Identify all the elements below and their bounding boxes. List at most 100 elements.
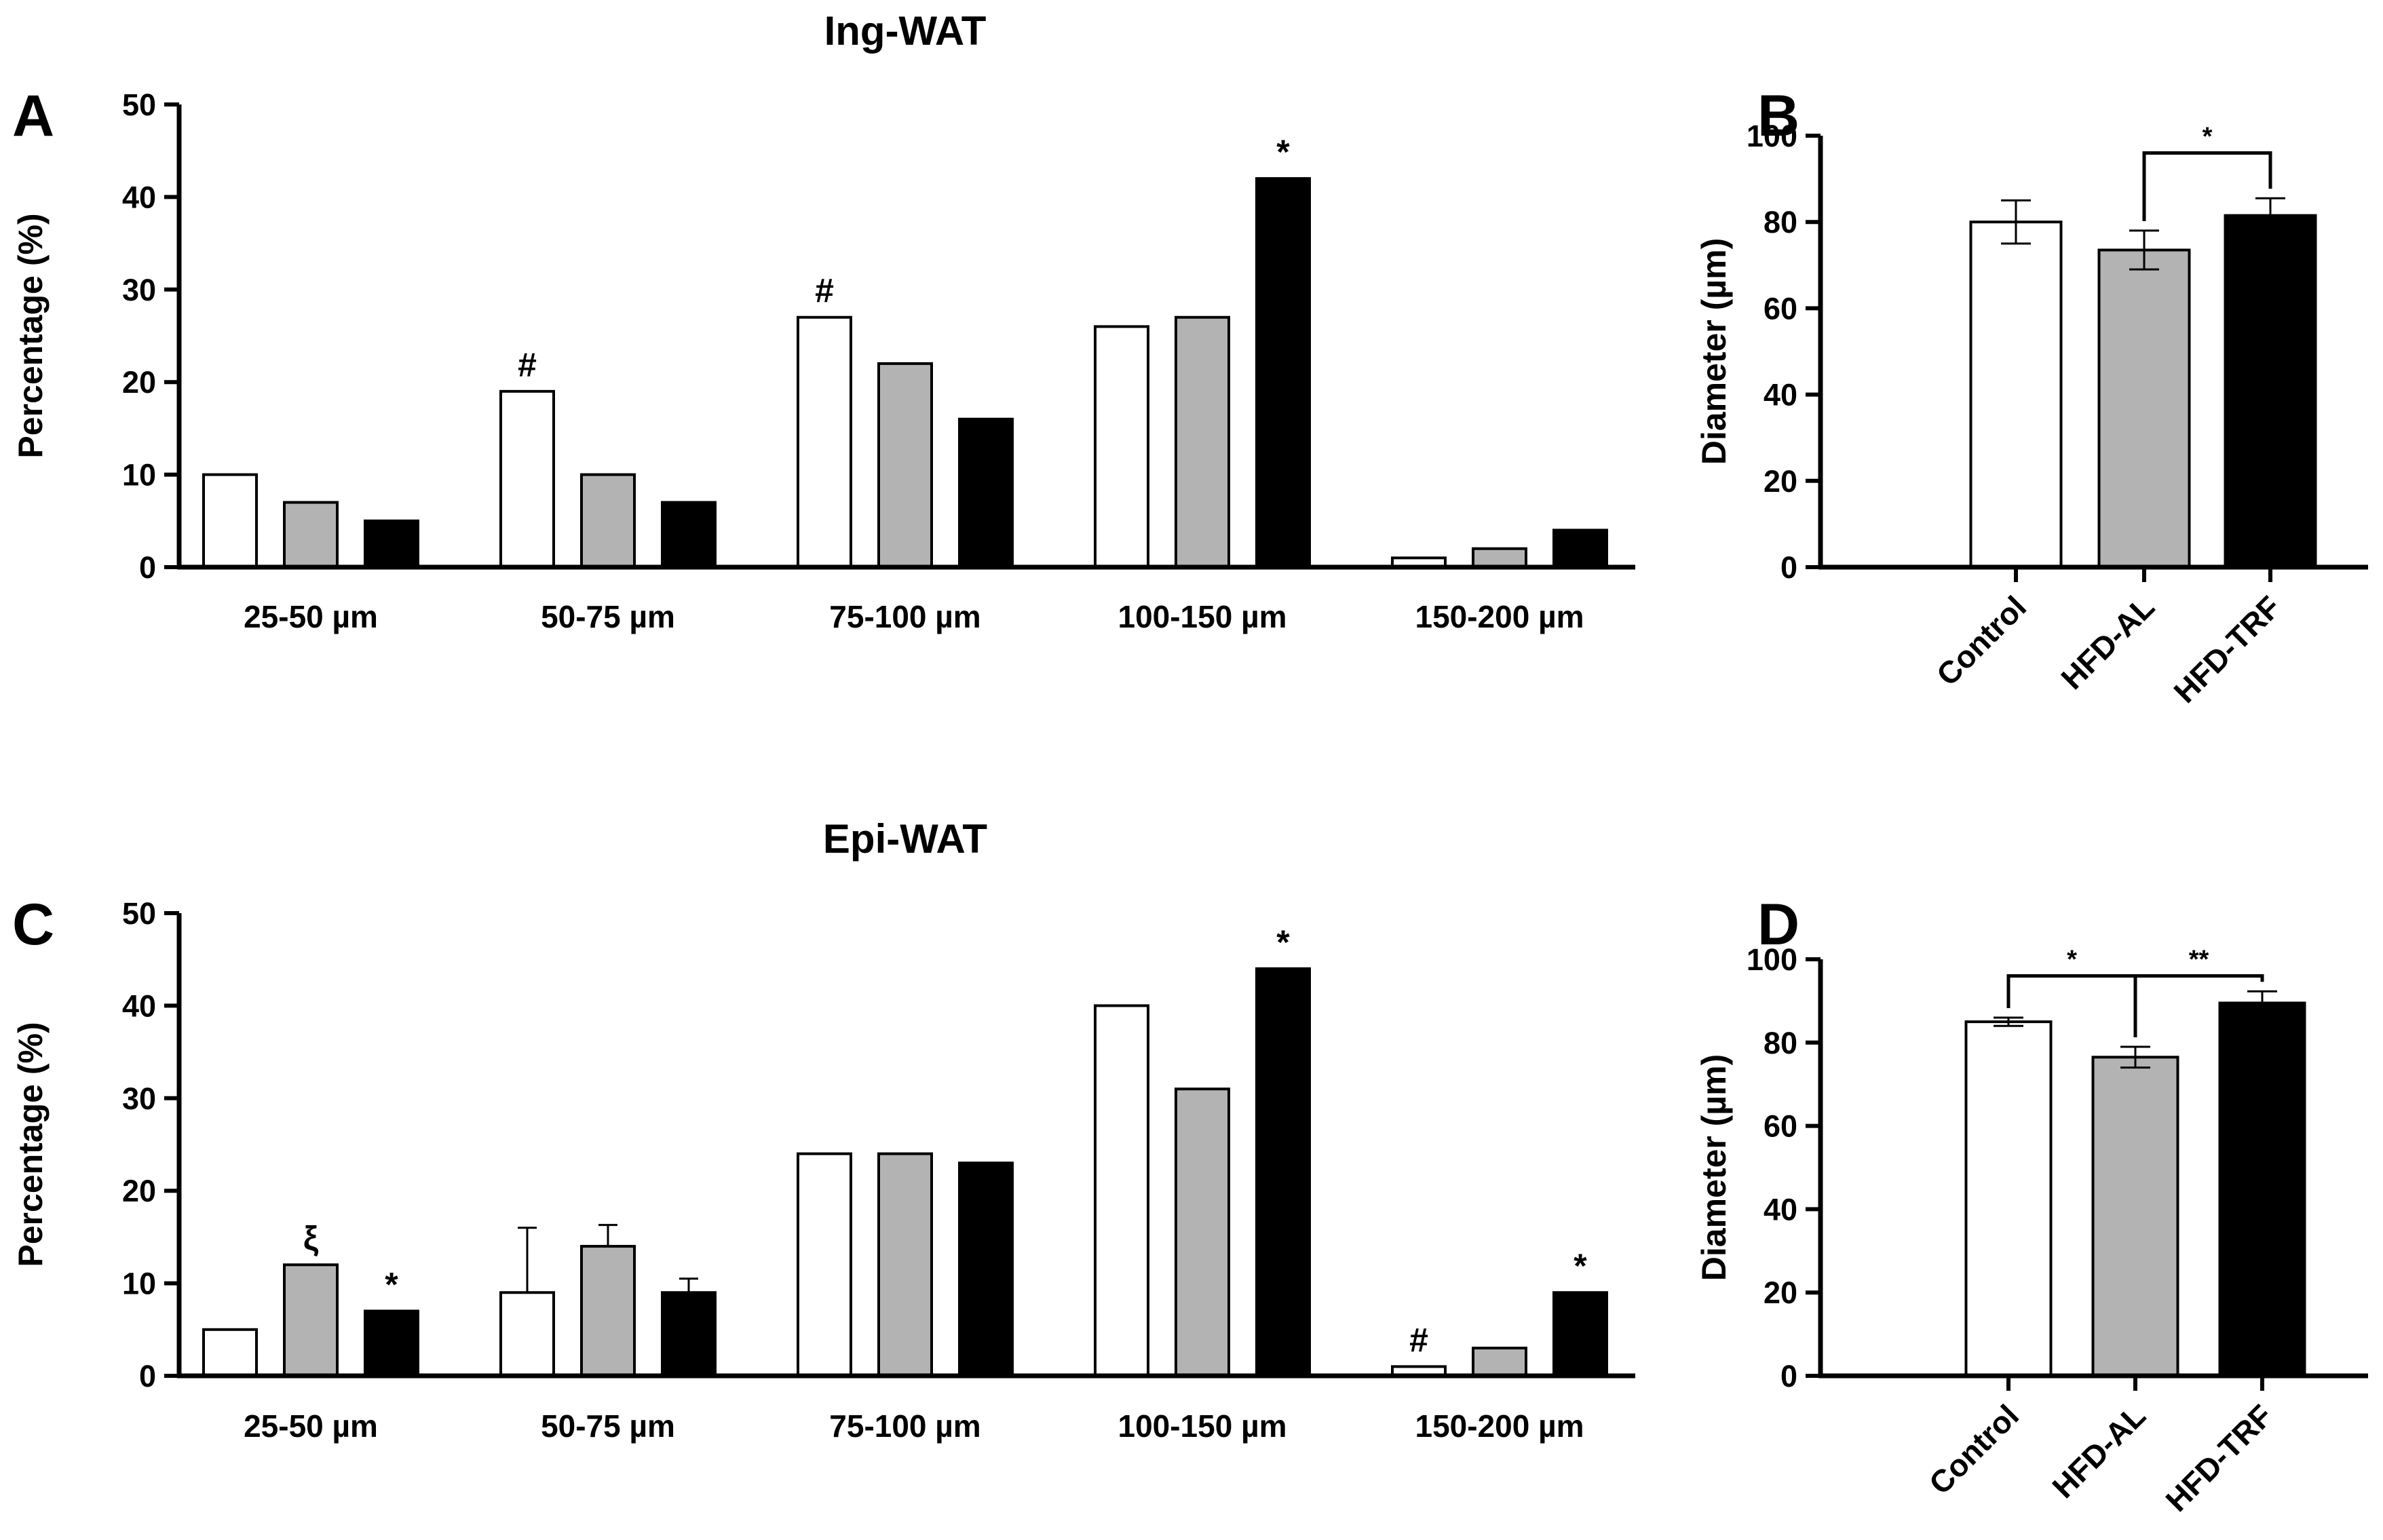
bar-hfd-al <box>2097 248 2191 569</box>
panel-c-chart: Epi-WAT C Percentage (%) 25-50 µm 50-75 µm 75… <box>12 816 1635 1444</box>
y-tick-label: 50 <box>122 896 156 931</box>
bar-control <box>499 389 555 569</box>
y-tick-label: 50 <box>122 88 156 122</box>
bar-control <box>1094 1004 1149 1377</box>
bar-control <box>1094 325 1149 569</box>
panel-letter: C <box>12 892 54 957</box>
bar-hfd-trf <box>2224 214 2317 569</box>
y-tick-label: 40 <box>1764 1192 1797 1227</box>
y-axis-label: Diameter (µm) <box>1695 1054 1733 1281</box>
bar-hfd-al <box>877 362 933 569</box>
panel-b-chart: B Diameter (µm) Control HFD-AL HFD-TRF * 0 20 40… <box>1695 83 2368 710</box>
panel-letter: A <box>12 83 54 149</box>
x-tick-label: HFD-AL <box>2054 589 2161 696</box>
bar-hfd-al <box>1175 315 1230 569</box>
bar-hfd-al <box>580 1245 636 1378</box>
bar-hfd-al <box>580 473 636 569</box>
significance-marker: * <box>1276 923 1290 961</box>
x-tick-label: 25-50 µm <box>244 1408 378 1444</box>
bar-hfd-trf <box>2218 1001 2306 1377</box>
bar-hfd-trf <box>661 1291 717 1377</box>
significance-marker: * <box>1574 1247 1587 1285</box>
bar-control <box>797 315 852 569</box>
y-tick-label: 60 <box>1764 1109 1797 1144</box>
y-axis-label: Percentage (%) <box>12 213 50 458</box>
y-tick-label: 40 <box>122 180 156 214</box>
bar-control <box>202 473 258 569</box>
y-tick-label: 40 <box>1764 378 1797 412</box>
significance-marker: * <box>1276 133 1290 171</box>
y-tick-label: 20 <box>1764 1275 1797 1310</box>
x-tick-label: 100-150 µm <box>1118 599 1286 634</box>
bar-hfd-trf <box>1255 177 1311 569</box>
significance-marker: * <box>2203 122 2213 151</box>
y-tick-label: 10 <box>122 1267 156 1301</box>
comparison-bracket <box>2142 151 2272 221</box>
x-tick-label: 150-200 µm <box>1415 599 1584 634</box>
y-axis-label: Diameter (µm) <box>1695 238 1733 465</box>
significance-marker: # <box>815 272 834 310</box>
panel-letter: D <box>1757 892 1799 957</box>
y-tick-label: 60 <box>1764 291 1797 326</box>
bar-control <box>499 1291 555 1377</box>
y-tick-label: 20 <box>1764 464 1797 499</box>
bar-hfd-trf <box>1255 967 1311 1377</box>
bar-hfd-al <box>877 1152 933 1377</box>
significance-marker: # <box>1409 1321 1428 1359</box>
bar-hfd-al <box>1472 1347 1527 1377</box>
bar-hfd-al <box>283 1263 339 1377</box>
y-tick-label: 30 <box>122 273 156 307</box>
y-tick-label: 80 <box>1764 205 1797 239</box>
significance-marker: ξ <box>303 1219 319 1257</box>
y-tick-label: 40 <box>122 988 156 1023</box>
y-tick-label: 100 <box>1747 119 1797 153</box>
significance-marker: # <box>518 346 537 384</box>
chart-title: Ing-WAT <box>824 8 987 54</box>
x-tick-label: HFD-TRF <box>2158 1398 2279 1518</box>
x-tick-label: Control <box>1922 1398 2025 1501</box>
bar-control <box>202 1328 258 1378</box>
bar-hfd-al <box>1175 1087 1230 1378</box>
x-tick-label: 50-75 µm <box>541 1408 675 1444</box>
bar-hfd-al <box>2091 1056 2179 1378</box>
bar-hfd-trf <box>364 1309 419 1378</box>
bar-hfd-trf <box>958 1161 1014 1378</box>
x-tick-label: 25-50 µm <box>244 599 378 634</box>
x-tick-label: 50-75 µm <box>541 599 675 634</box>
bar-hfd-trf <box>1552 528 1608 569</box>
bar-hfd-trf <box>661 501 717 569</box>
y-tick-label: 30 <box>122 1081 156 1116</box>
bar-hfd-trf <box>958 417 1014 569</box>
bar-hfd-trf <box>364 519 419 569</box>
x-tick-label: Control <box>1930 589 2033 692</box>
comparison-bracket <box>2133 974 2264 1037</box>
significance-marker: * <box>2067 946 2077 974</box>
panel-a-chart: Ing-WAT A Percentage (%) 25-50 µm 50-75 µm 75… <box>12 8 1635 634</box>
bar-hfd-trf <box>1552 1291 1608 1377</box>
y-axis-label: Percentage (%) <box>12 1022 50 1267</box>
bar-control <box>797 1152 852 1377</box>
y-tick-label: 10 <box>122 458 156 493</box>
y-tick-label: 20 <box>122 365 156 400</box>
x-tick-label: HFD-TRF <box>2167 589 2287 710</box>
x-tick-label: 75-100 µm <box>829 599 980 634</box>
significance-marker: * <box>385 1266 398 1304</box>
bar-hfd-al <box>283 501 339 569</box>
bar-control <box>1964 1020 2053 1377</box>
bar-control <box>1969 220 2063 569</box>
y-tick-label: 20 <box>122 1174 156 1208</box>
bar-hfd-al <box>1472 547 1527 569</box>
x-tick-label: 75-100 µm <box>829 1408 980 1444</box>
x-tick-label: HFD-AL <box>2045 1398 2152 1505</box>
y-tick-label: 100 <box>1747 942 1797 977</box>
y-tick-label: 0 <box>1780 550 1797 585</box>
y-tick-label: 0 <box>139 550 156 585</box>
chart-title: Epi-WAT <box>823 816 987 862</box>
y-tick-label: 80 <box>1764 1026 1797 1060</box>
y-tick-label: 0 <box>1780 1359 1797 1393</box>
y-tick-label: 0 <box>139 1359 156 1393</box>
significance-marker: ** <box>2189 946 2209 974</box>
panel-letter: B <box>1757 83 1799 149</box>
x-tick-label: 100-150 µm <box>1118 1408 1286 1444</box>
